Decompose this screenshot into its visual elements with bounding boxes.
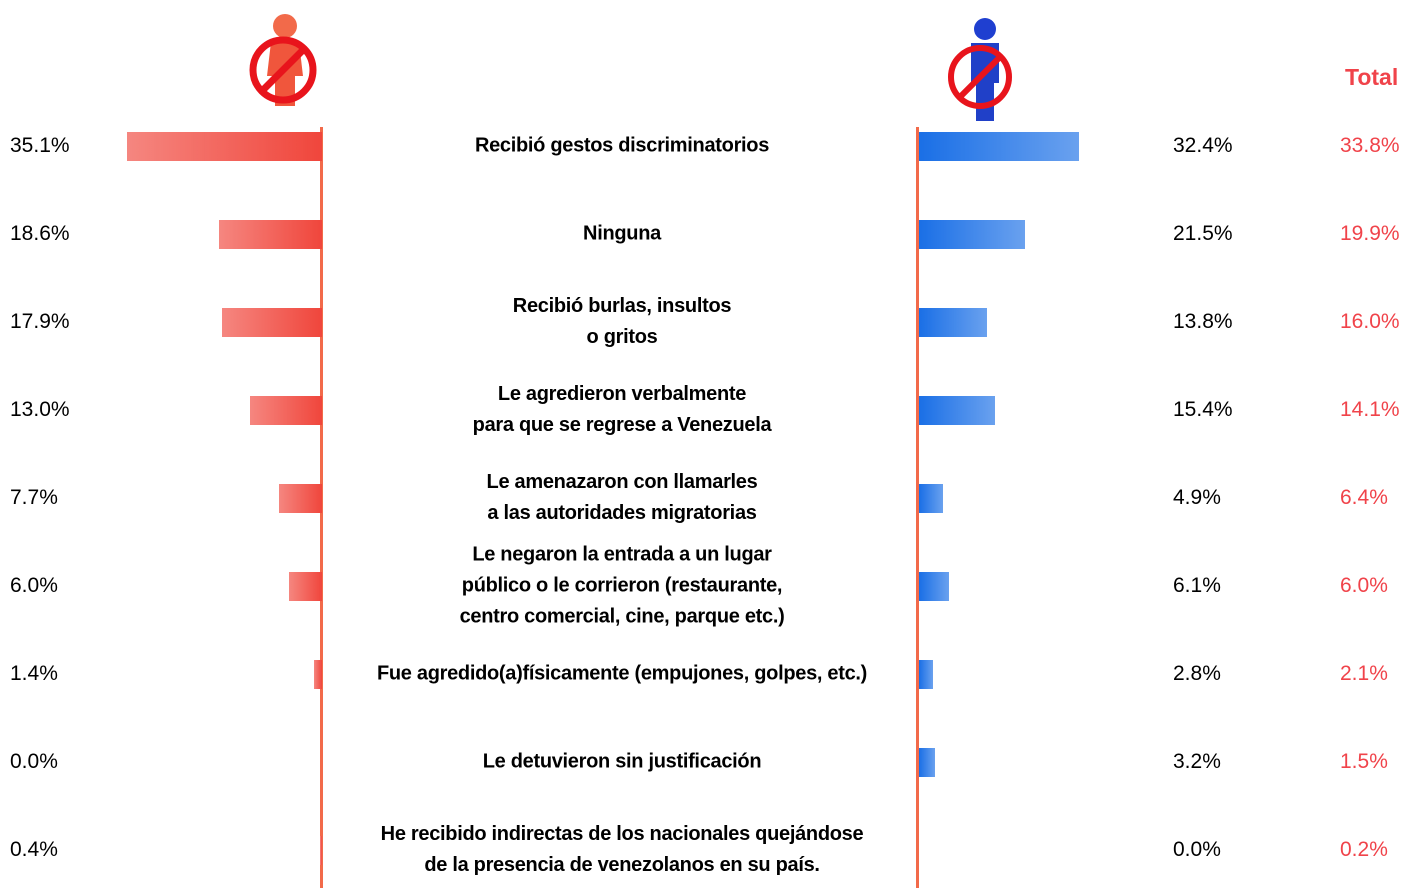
value-label: 0.4% [10, 838, 58, 861]
total-label: 14.1% [1340, 398, 1400, 421]
total-title: Total [1345, 64, 1399, 90]
bar [279, 483, 322, 513]
value-label: 17.9% [10, 310, 70, 333]
female-icon [249, 14, 317, 106]
total-label: 6.0% [1340, 574, 1388, 597]
total-label: 16.0% [1340, 310, 1400, 333]
value-label: 0.0% [1173, 838, 1221, 861]
value-label: 21.5% [1173, 222, 1233, 245]
bar [919, 747, 935, 777]
value-label: 1.4% [10, 662, 58, 685]
male-icon [948, 18, 1012, 121]
total-label: 2.1% [1340, 662, 1388, 685]
bar [222, 307, 322, 337]
category-label: He recibido indirectas de los nacionales… [380, 823, 864, 876]
value-label: 0.0% [10, 750, 58, 773]
value-label: 18.6% [10, 222, 70, 245]
bar [314, 659, 322, 689]
value-label: 4.9% [1173, 486, 1221, 509]
value-label: 2.8% [1173, 662, 1221, 685]
bar [126, 131, 322, 161]
category-label: Ninguna [583, 222, 661, 245]
bar [919, 659, 933, 689]
value-label: 6.1% [1173, 574, 1221, 597]
value-label: 15.4% [1173, 398, 1233, 421]
category-label: Recibió gestos discriminatorios [474, 134, 770, 157]
value-label: 7.7% [10, 486, 58, 509]
value-label: 32.4% [1173, 134, 1233, 157]
category-label: Le amenazaron con llamarles a las autori… [486, 471, 758, 524]
total-label: 33.8% [1340, 134, 1400, 157]
bar [218, 219, 322, 249]
bar [919, 131, 1080, 161]
value-label: 3.2% [1173, 750, 1221, 773]
axis-line [916, 127, 919, 888]
category-label: Le negaron la entrada a un lugar público… [459, 543, 785, 628]
category-label: Le detuvieron sin justificación [482, 750, 762, 773]
total-label: 6.4% [1340, 486, 1388, 509]
bar [919, 571, 950, 601]
value-label: 35.1% [10, 134, 70, 157]
value-label: 13.0% [10, 398, 70, 421]
category-label: Le agredieron verbalmente para que se re… [472, 383, 772, 436]
bar [919, 307, 988, 337]
total-label: 0.2% [1340, 838, 1388, 861]
bar [288, 571, 322, 601]
value-label: 13.8% [1173, 310, 1233, 333]
value-label: 6.0% [10, 574, 58, 597]
category-label: Recibió burlas, insultos o gritos [512, 295, 732, 348]
bar [919, 395, 996, 425]
bar [919, 483, 944, 513]
bar [249, 395, 322, 425]
bar [319, 835, 322, 865]
category-label: Fue agredido(a)físicamente (empujones, g… [376, 662, 868, 685]
total-label: 1.5% [1340, 750, 1388, 773]
bar [919, 219, 1026, 249]
total-label: 19.9% [1340, 222, 1400, 245]
